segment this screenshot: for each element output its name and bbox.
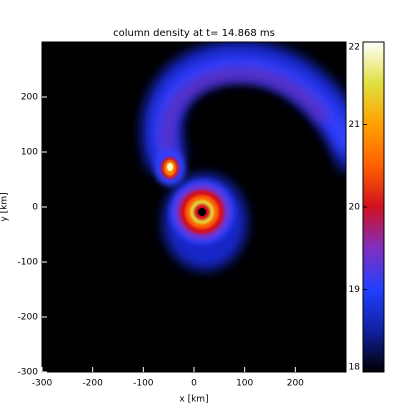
- colorbar-tick-label: 19: [349, 285, 361, 295]
- colorbar-fill: [363, 42, 384, 372]
- y-tick-label: -300: [18, 368, 39, 378]
- y-tick-label: 100: [21, 148, 38, 158]
- colorbar-tick-label: 18: [349, 363, 361, 373]
- y-tick-label: -100: [18, 258, 39, 268]
- x-tick-label: 100: [236, 379, 253, 389]
- x-tick-label: -300: [32, 379, 53, 389]
- density-field: [141, 42, 346, 270]
- x-axis-label: x [km]: [179, 395, 208, 405]
- x-tick-label: 0: [191, 379, 197, 389]
- x-tick-label: -200: [82, 379, 103, 389]
- colorbar-tick-label: 20: [349, 203, 361, 213]
- y-axis-label: y [km]: [0, 192, 10, 221]
- y-tick-label: -200: [18, 313, 39, 323]
- colorbar-tick-label: 21: [349, 120, 360, 130]
- y-tick-label: 200: [21, 93, 38, 103]
- y-tick-label: 0: [32, 203, 38, 213]
- chart-title: column density at t= 14.868 ms: [113, 28, 275, 39]
- x-tick-label: 200: [287, 379, 304, 389]
- colorbar-tick-label: 22: [349, 43, 360, 53]
- x-tick-label: -100: [133, 379, 154, 389]
